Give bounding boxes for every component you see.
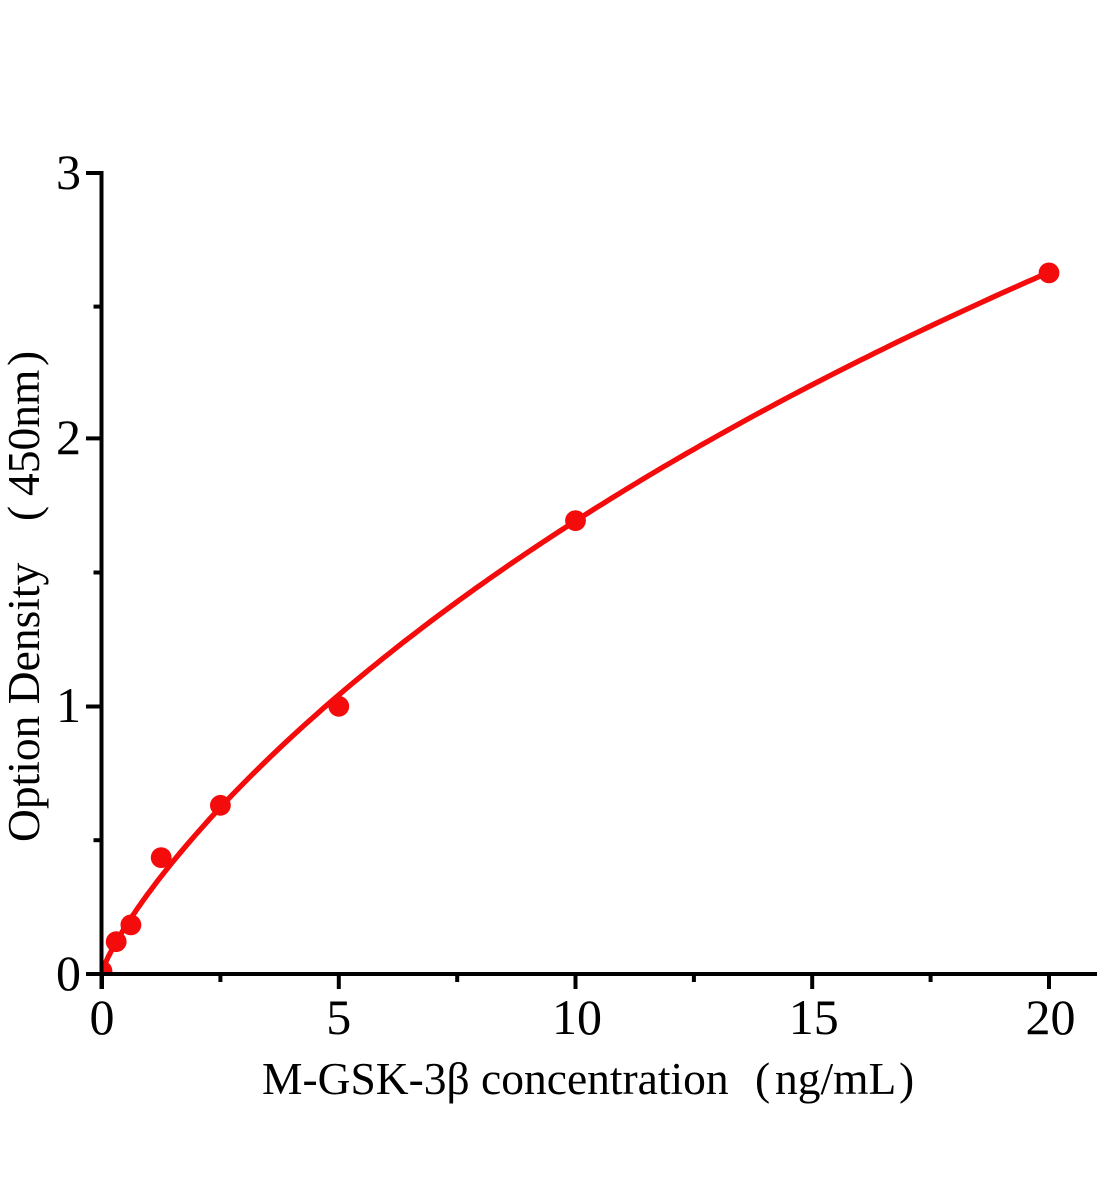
- svg-text:): ): [899, 1053, 914, 1104]
- svg-text:0: 0: [90, 989, 115, 1045]
- svg-text:3: 3: [56, 144, 81, 200]
- svg-text:10: 10: [552, 989, 602, 1045]
- svg-text:5: 5: [326, 989, 351, 1045]
- svg-text:M-GSK-3β concentration: M-GSK-3β concentration: [262, 1053, 729, 1104]
- svg-text:1: 1: [56, 677, 81, 733]
- svg-text:20: 20: [1026, 989, 1076, 1045]
- svg-text:0: 0: [56, 945, 81, 1001]
- svg-text:Option Density: Option Density: [0, 562, 49, 842]
- svg-text:ng/mL: ng/mL: [775, 1053, 896, 1104]
- svg-text:2: 2: [56, 409, 81, 465]
- svg-text:450nm: 450nm: [0, 370, 49, 496]
- svg-text:15: 15: [789, 989, 839, 1045]
- svg-text:(: (: [755, 1053, 770, 1104]
- svg-text:(: (: [0, 506, 49, 521]
- svg-text:): ): [0, 351, 49, 366]
